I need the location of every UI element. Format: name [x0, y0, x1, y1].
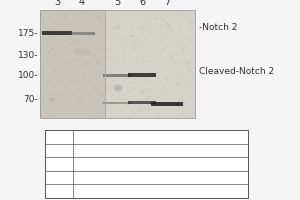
Text: 175-: 175- — [17, 28, 38, 38]
Ellipse shape — [114, 84, 122, 92]
Text: 7: 7 — [56, 187, 61, 196]
Bar — [128, 73, 156, 77]
Text: 6: 6 — [56, 173, 61, 182]
Text: 70-: 70- — [23, 96, 38, 104]
Bar — [45, 130, 248, 198]
Text: 3: 3 — [56, 132, 61, 141]
Bar — [105, 10, 195, 118]
Text: 5: 5 — [114, 0, 120, 7]
Text: 100-: 100- — [17, 71, 38, 79]
Text: -Notch 2: -Notch 2 — [199, 23, 237, 32]
Text: 130-: 130- — [17, 50, 38, 60]
Ellipse shape — [73, 48, 91, 56]
Bar — [40, 10, 105, 118]
Bar — [42, 31, 72, 35]
Bar — [128, 100, 156, 104]
Text: 7: 7 — [164, 0, 170, 7]
Bar — [69, 31, 95, 34]
Text: 6: 6 — [139, 0, 145, 7]
Ellipse shape — [49, 98, 56, 102]
Text: mouse-kidney: mouse-kidney — [130, 146, 190, 155]
Text: Hela: Hela — [151, 187, 170, 196]
Text: 4: 4 — [79, 0, 85, 7]
Text: 4: 4 — [56, 146, 61, 155]
Text: 293T: 293T — [151, 173, 170, 182]
Ellipse shape — [112, 25, 122, 30]
Text: mouse-spleen: mouse-spleen — [130, 132, 190, 141]
Ellipse shape — [77, 98, 83, 102]
Bar — [103, 102, 131, 104]
Ellipse shape — [140, 90, 146, 94]
Text: mouse-heart: mouse-heart — [133, 160, 188, 168]
Bar — [151, 102, 183, 106]
Bar — [40, 10, 195, 118]
Text: Cleaved-Notch 2: Cleaved-Notch 2 — [199, 68, 274, 76]
Bar — [103, 73, 131, 76]
Text: 5: 5 — [56, 160, 61, 168]
Text: 3: 3 — [54, 0, 60, 7]
